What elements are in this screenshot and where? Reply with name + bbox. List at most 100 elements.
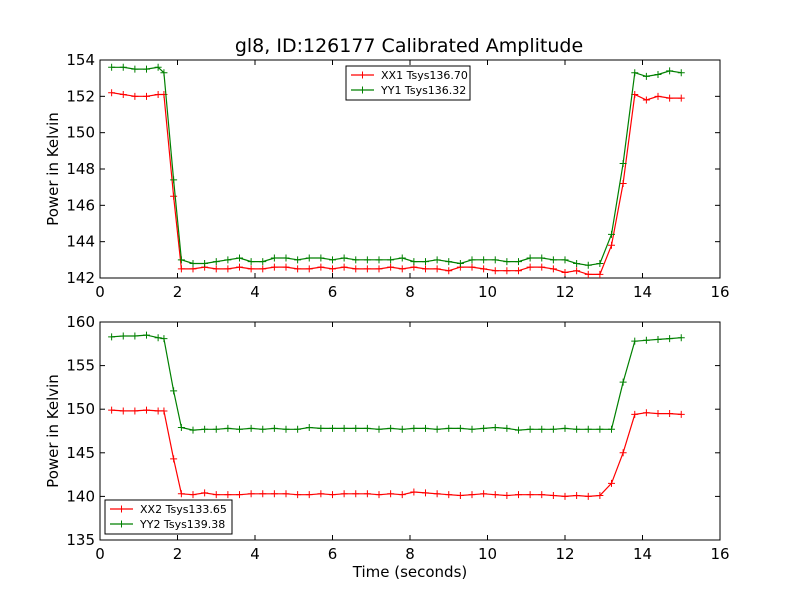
data-point bbox=[259, 425, 267, 433]
data-point bbox=[270, 424, 278, 432]
data-point bbox=[375, 425, 383, 433]
data-point bbox=[468, 491, 476, 499]
data-point bbox=[398, 491, 406, 499]
data-point bbox=[573, 425, 581, 433]
data-point bbox=[526, 425, 534, 433]
data-point bbox=[201, 425, 209, 433]
x-tick-label: 12 bbox=[555, 283, 574, 301]
data-point bbox=[305, 265, 313, 273]
data-point bbox=[596, 492, 604, 500]
data-point bbox=[160, 407, 168, 415]
data-point bbox=[608, 230, 615, 238]
data-point bbox=[608, 425, 615, 433]
data-point bbox=[177, 265, 185, 273]
y-tick-label: 152 bbox=[66, 87, 95, 105]
data-point bbox=[317, 424, 325, 432]
legend-box bbox=[104, 499, 233, 535]
data-point bbox=[456, 259, 464, 267]
data-point bbox=[433, 265, 441, 273]
data-point bbox=[294, 491, 302, 499]
data-point bbox=[131, 92, 139, 100]
data-point bbox=[189, 491, 197, 499]
data-point bbox=[352, 256, 360, 264]
data-point bbox=[259, 265, 267, 273]
x-tick-label: 8 bbox=[405, 283, 415, 301]
data-point bbox=[642, 72, 650, 80]
data-point bbox=[456, 492, 464, 500]
data-point bbox=[666, 67, 674, 75]
y-tick-label: 150 bbox=[66, 400, 95, 418]
data-point bbox=[282, 263, 290, 271]
legend-marker bbox=[359, 86, 366, 94]
data-point bbox=[387, 490, 395, 498]
data-point bbox=[549, 265, 557, 273]
data-point bbox=[363, 424, 371, 432]
x-tick-label: 4 bbox=[250, 283, 260, 301]
data-point bbox=[363, 490, 371, 498]
data-point bbox=[468, 425, 476, 433]
data-point bbox=[131, 332, 139, 340]
data-point bbox=[352, 265, 360, 273]
data-point bbox=[236, 254, 243, 262]
data-point bbox=[363, 265, 371, 273]
data-point bbox=[596, 270, 604, 278]
data-point bbox=[619, 180, 627, 188]
data-point bbox=[305, 491, 313, 499]
data-point bbox=[270, 254, 278, 262]
data-point bbox=[480, 265, 488, 273]
data-point bbox=[503, 424, 511, 432]
y-axis-label: Power in Kelvin bbox=[44, 374, 62, 488]
data-point bbox=[294, 265, 302, 273]
data-point bbox=[584, 492, 592, 500]
data-point bbox=[170, 387, 178, 395]
x-tick-label: 16 bbox=[710, 545, 729, 563]
data-point bbox=[363, 256, 371, 264]
data-point bbox=[282, 254, 290, 262]
data-point bbox=[212, 258, 220, 266]
data-point bbox=[654, 410, 662, 418]
data-point bbox=[143, 92, 150, 100]
data-point bbox=[642, 409, 650, 417]
data-point bbox=[549, 256, 557, 264]
legend-box bbox=[345, 65, 471, 101]
x-tick-label: 4 bbox=[250, 545, 260, 563]
y-tick-label: 145 bbox=[66, 444, 95, 462]
data-point bbox=[515, 491, 522, 499]
data-point bbox=[212, 425, 220, 433]
legend-label: YY2 Tsys139.38 bbox=[139, 518, 225, 531]
data-point bbox=[282, 490, 290, 498]
data-point bbox=[561, 492, 569, 500]
data-point bbox=[677, 334, 685, 342]
data-point bbox=[212, 265, 220, 273]
data-point bbox=[143, 65, 150, 73]
x-tick-label: 6 bbox=[328, 283, 338, 301]
data-point bbox=[445, 258, 453, 266]
data-point bbox=[631, 69, 639, 77]
data-point bbox=[119, 63, 127, 71]
legend-label: XX1 Tsys136.70 bbox=[381, 69, 468, 82]
data-point bbox=[143, 331, 150, 339]
data-point bbox=[375, 256, 383, 264]
data-point bbox=[677, 94, 685, 102]
data-point bbox=[170, 192, 178, 200]
data-point bbox=[549, 492, 557, 500]
data-point bbox=[340, 263, 348, 271]
data-point bbox=[189, 259, 197, 267]
legend-label: YY1 Tsys136.32 bbox=[380, 84, 466, 97]
data-point bbox=[503, 267, 511, 275]
data-point bbox=[468, 256, 476, 264]
data-point bbox=[666, 335, 674, 343]
data-point bbox=[340, 490, 348, 498]
data-point bbox=[236, 263, 243, 271]
data-point bbox=[352, 490, 360, 498]
data-point bbox=[340, 424, 348, 432]
data-point bbox=[131, 65, 139, 73]
y-tick-label: 140 bbox=[66, 487, 95, 505]
legend-label: XX2 Tsys133.65 bbox=[140, 503, 227, 516]
data-point bbox=[224, 491, 232, 499]
y-axis-label: Power in Kelvin bbox=[44, 112, 62, 226]
data-point bbox=[422, 258, 429, 266]
data-point bbox=[387, 424, 395, 432]
data-point bbox=[305, 424, 313, 432]
data-point bbox=[433, 490, 441, 498]
